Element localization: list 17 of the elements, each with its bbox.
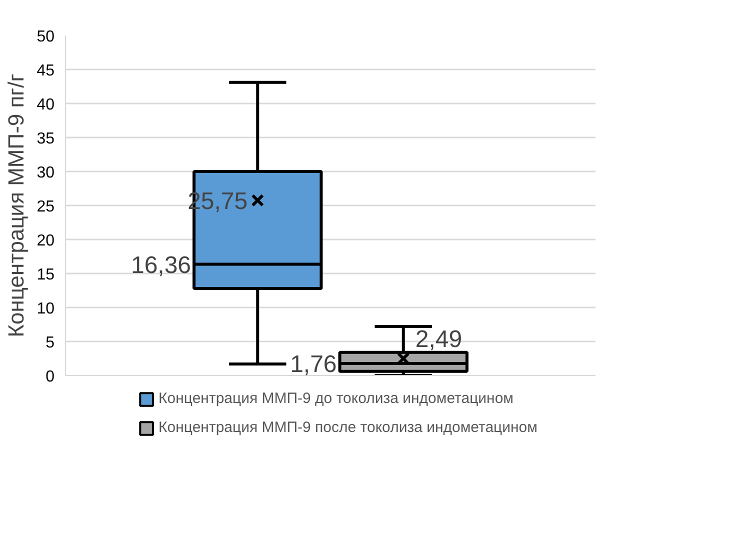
y-tick-label: 45: [36, 62, 55, 80]
annotation: 1,76: [290, 351, 337, 378]
y-tick-label: 20: [36, 232, 55, 250]
y-tick-label: 30: [36, 164, 55, 182]
y-axis-title: Концентрация ММП-9 пг/г: [4, 74, 29, 338]
y-tick-label: 15: [36, 266, 55, 284]
y-tick-label: 0: [46, 368, 55, 386]
y-tick-label: 10: [36, 300, 55, 318]
y-tick-label: 35: [36, 130, 55, 148]
legend-label: Концентрация ММП-9 до токолиза индометацином: [158, 390, 514, 407]
y-tick-label: 25: [36, 198, 55, 216]
y-tick-label: 50: [36, 28, 55, 46]
y-tick-label: 5: [46, 334, 55, 352]
y-tick-label: 40: [36, 96, 55, 114]
annotation: 2,49: [415, 326, 462, 354]
annotation: 16,36: [130, 252, 192, 279]
legend-label: Концентрация ММП-9 после токолиза индометацином: [158, 419, 538, 436]
